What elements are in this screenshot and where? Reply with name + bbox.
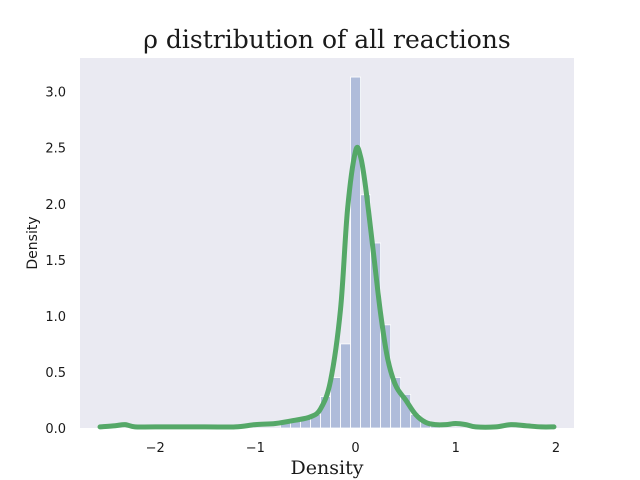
- x-tick-label: −2: [146, 441, 165, 456]
- y-tick-label: 2.5: [45, 142, 66, 157]
- y-tick-label: 1.0: [45, 310, 66, 325]
- histogram-bar-6: [340, 343, 351, 429]
- x-axis-ticks: −2 −1 0 1 2: [146, 441, 561, 456]
- x-tick-label: 2: [552, 441, 560, 456]
- plot-area: [80, 58, 574, 428]
- y-tick-label: 0.5: [45, 366, 66, 381]
- y-axis-label: Density: [25, 216, 41, 269]
- y-tick-label: 0.0: [45, 422, 66, 437]
- histogram-bar-7: [350, 76, 361, 429]
- x-tick-label: −1: [246, 441, 265, 456]
- x-axis-label: Density: [291, 457, 364, 479]
- y-tick-label: 2.0: [45, 198, 66, 213]
- x-tick-label: 1: [452, 441, 460, 456]
- x-tick-label: 0: [351, 441, 359, 456]
- y-axis-ticks: 0.0 0.5 1.0 1.5 2.0 2.5 3.0: [45, 86, 66, 437]
- y-tick-label: 3.0: [45, 86, 66, 101]
- y-tick-label: 1.5: [45, 254, 66, 269]
- chart-title: ρ distribution of all reactions: [143, 25, 510, 54]
- kde-curve: [97, 144, 557, 430]
